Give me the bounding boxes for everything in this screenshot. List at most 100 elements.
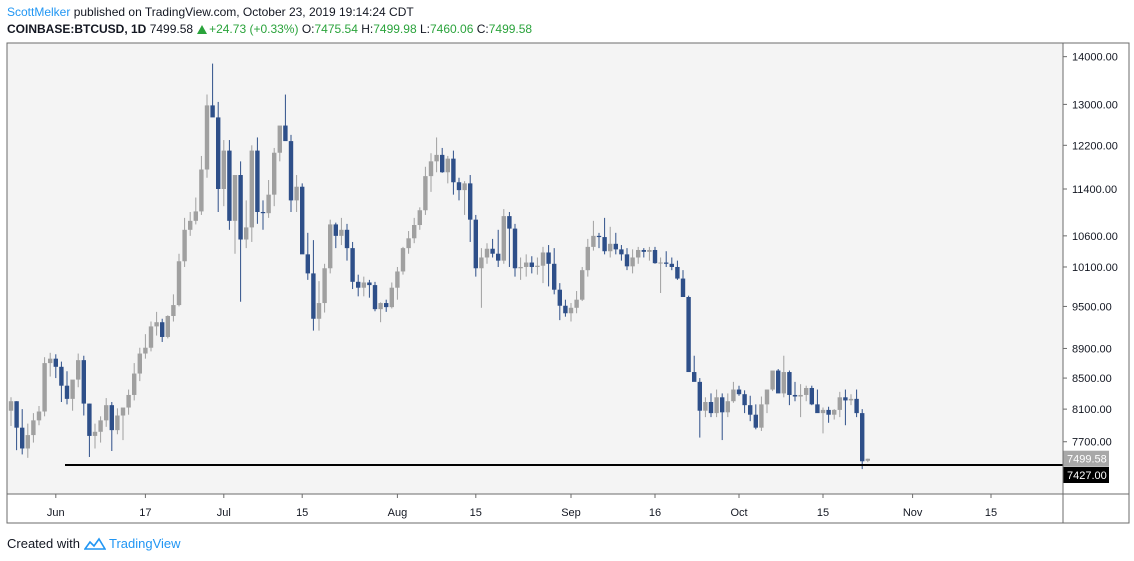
candle-body — [272, 152, 277, 195]
candle — [378, 302, 383, 323]
author-link[interactable]: ScottMelker — [7, 5, 71, 19]
candle — [759, 396, 764, 431]
candle-body — [428, 161, 434, 177]
price-tick-label: 10600.00 — [1072, 231, 1118, 243]
candle — [792, 381, 798, 402]
candle-body — [132, 373, 137, 395]
candle-body — [344, 229, 350, 249]
candle — [748, 395, 753, 422]
tradingview-logo[interactable]: TradingView — [83, 536, 181, 551]
published-text: published on TradingView.com, October 23… — [73, 5, 414, 19]
candle-body — [546, 252, 551, 264]
plot-area[interactable] — [7, 43, 1063, 494]
candle — [490, 238, 495, 258]
publish-info: ScottMelker published on TradingView.com… — [7, 5, 414, 19]
candle-body — [524, 262, 529, 267]
candle — [417, 207, 422, 230]
candle-body — [8, 401, 14, 411]
candle — [171, 294, 176, 322]
candle-body — [199, 169, 204, 212]
time-axis-area[interactable] — [7, 494, 1129, 523]
candle-body — [652, 249, 658, 264]
open-value: 7475.54 — [314, 22, 358, 36]
candle — [98, 416, 103, 443]
candle — [154, 311, 159, 336]
price-tick-label: 8100.00 — [1072, 404, 1112, 416]
candle-body — [535, 265, 540, 267]
ohlc-legend: COINBASE:BTCUSD, 1D 7499.58 +24.73 (+0.33… — [7, 22, 532, 36]
candle — [815, 389, 820, 414]
candle-body — [742, 394, 747, 406]
candle — [423, 166, 428, 215]
candle — [725, 393, 730, 418]
candle-body — [171, 305, 176, 316]
price-tags: 7499.58 7427.00 — [1063, 450, 1109, 483]
up-arrow-icon — [197, 25, 208, 34]
time-scale: Jun 17 Jul 15 Aug 15 Sep 16 Oct 15 Nov 15 — [47, 494, 997, 519]
candle-body — [400, 248, 406, 272]
support-level-tag — [1063, 466, 1109, 483]
candle — [300, 183, 305, 255]
candle — [658, 257, 663, 294]
candle-series — [8, 63, 870, 470]
time-tick-label: Aug — [388, 507, 408, 519]
candle-body — [266, 194, 271, 214]
candle-body — [322, 268, 327, 304]
price-tick-label: 12200.00 — [1072, 140, 1118, 152]
chart-frame — [6, 42, 1130, 524]
candle — [188, 211, 193, 236]
candle — [501, 209, 506, 264]
candle-body — [692, 372, 697, 382]
candle-body — [378, 303, 383, 310]
candle — [87, 403, 92, 457]
candle-body — [176, 261, 182, 306]
candle — [518, 257, 523, 280]
candle-body — [529, 262, 534, 267]
candle — [126, 389, 131, 415]
candle — [596, 232, 602, 249]
candle-body — [787, 372, 792, 395]
candle-body — [372, 285, 378, 310]
price-axis-area[interactable] — [1063, 43, 1129, 494]
candle-body — [686, 297, 691, 373]
candle-body — [608, 243, 613, 252]
candle-body — [445, 158, 450, 173]
candle — [148, 321, 154, 352]
candle-body — [188, 220, 193, 230]
candle — [81, 355, 86, 416]
candle-body — [781, 372, 786, 394]
candle — [160, 318, 165, 342]
candle — [14, 401, 19, 451]
candle-body — [294, 186, 299, 201]
candle — [837, 391, 842, 418]
candle-body — [328, 224, 333, 269]
candle — [540, 246, 546, 284]
candle — [451, 150, 456, 195]
candle — [529, 256, 534, 274]
last-price-tag — [1063, 450, 1109, 467]
created-with-text: Created with — [7, 536, 80, 551]
candle — [277, 125, 282, 162]
time-tick-label: Jul — [217, 507, 231, 519]
candle-body — [568, 307, 574, 314]
candle — [227, 140, 232, 230]
candle-body — [423, 176, 428, 211]
candle-body — [809, 388, 814, 405]
price-tick-label: 11400.00 — [1072, 184, 1117, 196]
candle-body — [725, 401, 730, 413]
candle-body — [490, 248, 495, 254]
candle — [552, 248, 557, 295]
time-tick-label: Jun — [47, 507, 65, 519]
candle — [736, 385, 742, 396]
candle — [652, 246, 658, 264]
candle — [70, 379, 75, 411]
candle-body — [792, 394, 798, 397]
candle-body — [249, 150, 254, 228]
open-label: O: — [301, 22, 315, 36]
candle-body — [512, 228, 518, 269]
price-tick-label: 7700.00 — [1072, 437, 1112, 449]
symbol-label[interactable]: COINBASE:BTCUSD, 1D — [7, 22, 147, 36]
candle — [809, 385, 814, 406]
time-tick-label: 17 — [139, 507, 151, 519]
